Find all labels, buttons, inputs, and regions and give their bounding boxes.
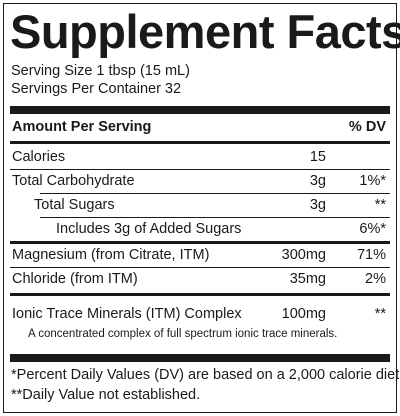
row-divider [10, 169, 390, 170]
nutrient-row-itm-complex: Ionic Trace Minerals (ITM) Complex 100mg… [4, 302, 396, 326]
nutrient-dv: ** [374, 306, 386, 322]
nutrient-row-added-sugars: Includes 3g of Added Sugars 6%* [4, 217, 396, 241]
nutrient-name: Includes 3g of Added Sugars [56, 221, 242, 237]
nutrient-name: Chloride (from ITM) [12, 271, 138, 287]
nutrient-amount: 15 [309, 149, 326, 165]
nutrient-amount: 3g [309, 173, 326, 189]
footnote-dv: *Percent Daily Values (DV) are based on … [11, 367, 400, 383]
servings-per-container: Servings Per Container 32 [11, 81, 182, 97]
column-header: Amount Per Serving % DV [12, 118, 386, 136]
nutrient-row-magnesium: Magnesium (from Citrate, ITM) 300mg 71% [4, 243, 396, 267]
nutrient-amount: 35mg [289, 271, 326, 287]
dv-label: % DV [348, 119, 386, 135]
nutrient-dv: 6%* [359, 221, 386, 237]
medium-rule [10, 141, 390, 144]
supplement-facts-panel: Supplement Facts Serving Size 1 tbsp (15… [3, 3, 400, 413]
medium-rule [10, 293, 390, 296]
footnote-not-established: **Daily Value not established. [11, 387, 201, 403]
panel-title: Supplement Facts [10, 5, 400, 58]
nutrient-dv: 2% [365, 271, 386, 287]
thick-rule-bottom [10, 354, 390, 362]
medium-rule [10, 241, 390, 244]
nutrient-dv: ** [374, 197, 386, 213]
serving-size: Serving Size 1 tbsp (15 mL) [11, 63, 190, 79]
nutrient-amount: 100mg [281, 306, 326, 322]
nutrient-amount: 3g [309, 197, 326, 213]
nutrient-name: Magnesium (from Citrate, ITM) [12, 247, 210, 263]
nutrient-dv: 1%* [359, 173, 386, 189]
nutrient-row-total-sugars: Total Sugars 3g ** [4, 193, 396, 217]
nutrient-row-chloride: Chloride (from ITM) 35mg 2% [4, 267, 396, 291]
nutrient-row-total-carbohydrate: Total Carbohydrate 3g 1%* [4, 169, 396, 193]
nutrient-dv: 71% [356, 247, 386, 263]
amount-per-serving-label: Amount Per Serving [12, 119, 152, 135]
nutrient-name: Total Carbohydrate [12, 173, 135, 189]
nutrient-name: Calories [12, 149, 66, 165]
nutrient-name: Ionic Trace Minerals (ITM) Complex [12, 306, 242, 322]
nutrient-name: Total Sugars [34, 197, 115, 213]
row-divider [10, 267, 390, 268]
itm-description: A concentrated complex of full spectrum … [28, 328, 338, 340]
thick-rule-top [10, 106, 390, 114]
nutrient-amount: 300mg [281, 247, 326, 263]
row-divider [40, 193, 390, 194]
nutrient-row-calories: Calories 15 [4, 145, 396, 169]
row-divider [40, 217, 390, 218]
